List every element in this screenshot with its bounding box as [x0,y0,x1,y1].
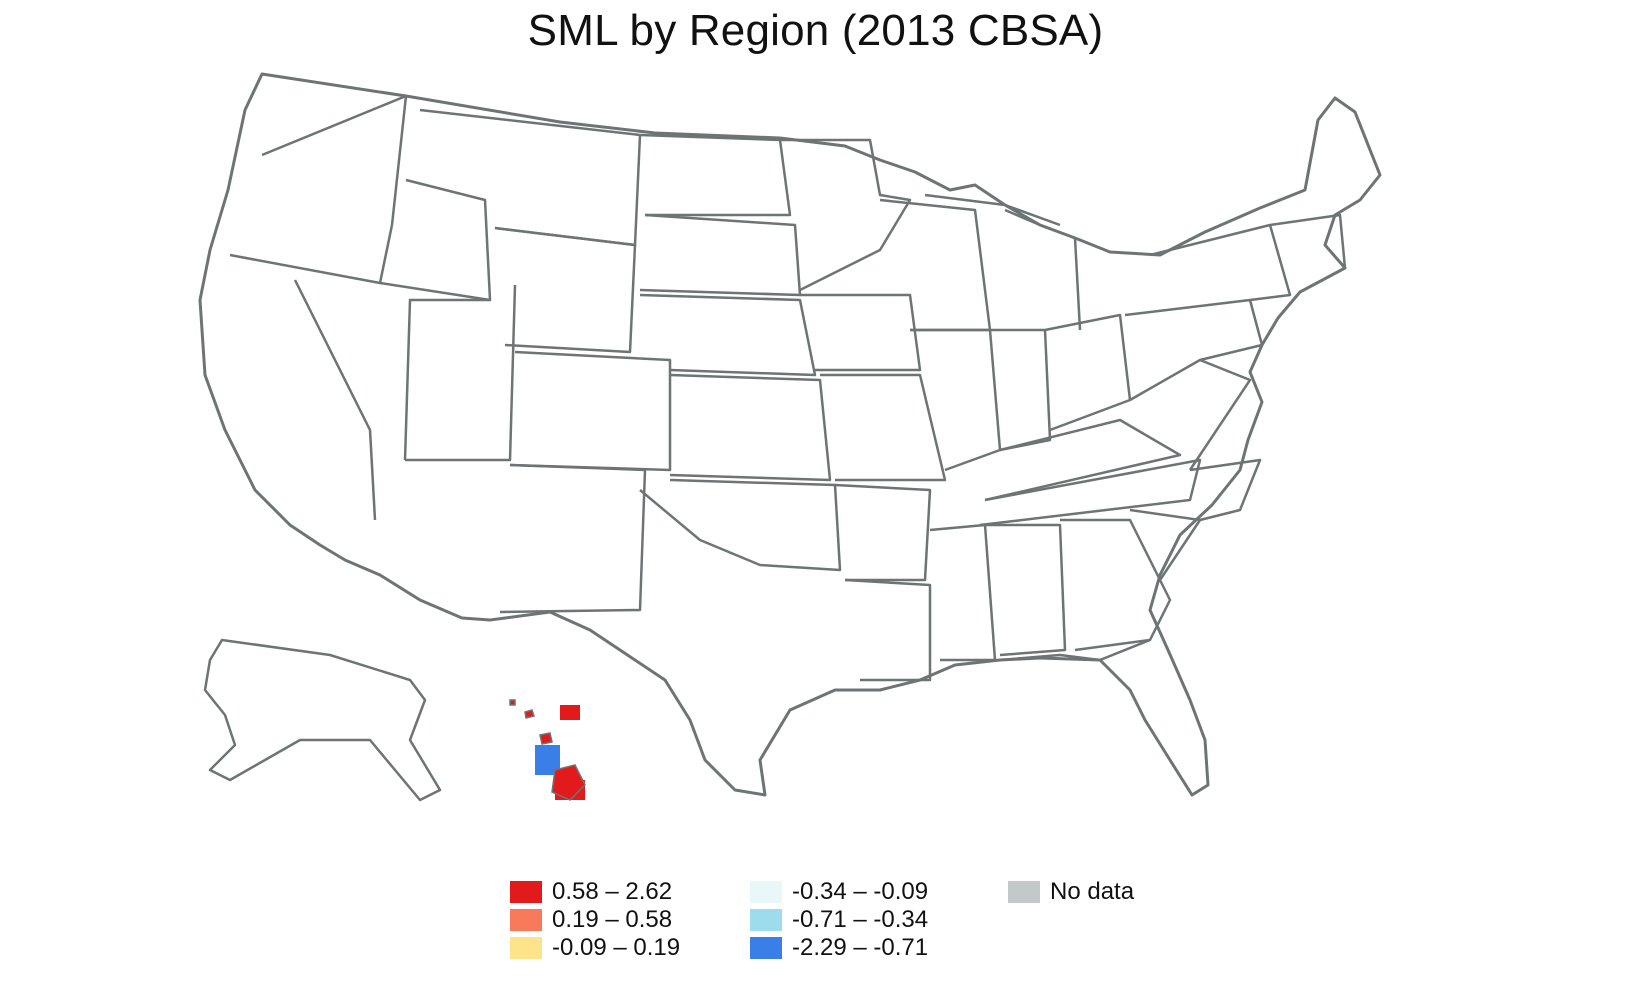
legend: 0.58 – 2.62 0.19 – 0.58 -0.09 – 0.19 -0.… [510,878,1210,978]
state-border-0 [261,94,407,157]
state-border-38 [924,193,1061,227]
legend-swatch [750,881,782,903]
legend-item-0: 0.58 – 2.62 [510,878,672,906]
state-border-25 [984,418,1182,502]
legend-item-5: -2.29 – -0.71 [750,934,928,962]
state-border-17 [800,293,922,372]
state-border-15 [639,478,842,572]
legend-label: 0.58 – 2.62 [552,878,673,905]
state-border-33 [1124,298,1264,362]
state-border-18 [820,373,947,482]
state-border-13 [639,293,817,377]
hawaii-island-1 [539,732,553,745]
alaska-landmass [203,638,442,802]
state-border-4 [379,178,492,302]
state-border-19 [834,483,932,582]
legend-label: -0.34 – -0.09 [792,878,929,905]
state-border-1 [390,95,408,226]
page-title: SML by Region (2013 CBSA) [527,6,1104,55]
state-border-22 [910,328,1002,472]
legend-label: -0.71 – -0.34 [792,906,929,933]
hawaii-island-2 [524,709,535,719]
state-border-39 [999,638,1151,662]
state-border-6 [405,284,517,462]
state-border-16 [780,138,912,292]
state-border-14 [669,373,832,482]
state-border-27 [929,523,997,662]
legend-swatch [510,881,542,903]
cbsa-region-81 [950,680,990,700]
state-outlines [198,72,1382,802]
legend-item-4: -0.71 – -0.34 [750,906,928,934]
state-border-32 [1129,358,1252,471]
state-border-29 [1060,518,1172,652]
legend-label: -0.09 – 0.19 [552,934,681,961]
lower-48-landmass [198,72,1382,797]
state-border-12 [639,213,802,297]
legend-item-6: No data [1008,878,1134,906]
legend-label: 0.19 – 0.58 [552,906,673,933]
state-border-26 [979,458,1202,527]
legend-swatch [750,909,782,931]
legend-label: No data [1050,878,1135,905]
legend-swatch [510,937,542,959]
state-border-34 [1149,223,1292,302]
state-border-8 [494,226,637,354]
state-border-24 [1044,313,1132,432]
hawaii-island-3 [509,699,516,706]
cbsa-region-88 [1160,600,1180,640]
state-border-20 [844,578,932,682]
cbsa-region-89 [970,660,1000,700]
state-border-31 [1189,458,1262,522]
legend-swatch [750,937,782,959]
legend-label: -2.29 – -0.71 [792,934,929,961]
state-border-11 [639,133,792,217]
cbsa-region-153 [560,705,580,720]
state-border-37 [1004,208,1082,331]
state-border-3 [293,279,377,521]
legend-swatch [510,909,542,931]
legend-item-2: -0.09 – 0.19 [510,934,680,962]
legend-swatch [1008,881,1040,903]
cbsa-region-150 [555,640,585,670]
state-border-5 [403,298,490,461]
state-border-36 [1303,119,1320,191]
hawaii-island-0 [551,764,586,801]
state-border-35 [1269,213,1347,269]
cbsa-region-103 [780,720,810,745]
legend-item-1: 0.19 – 0.58 [510,906,672,934]
legend-item-3: -0.34 – -0.09 [750,878,928,906]
state-border-10 [499,463,647,614]
state-border-28 [985,523,1067,657]
